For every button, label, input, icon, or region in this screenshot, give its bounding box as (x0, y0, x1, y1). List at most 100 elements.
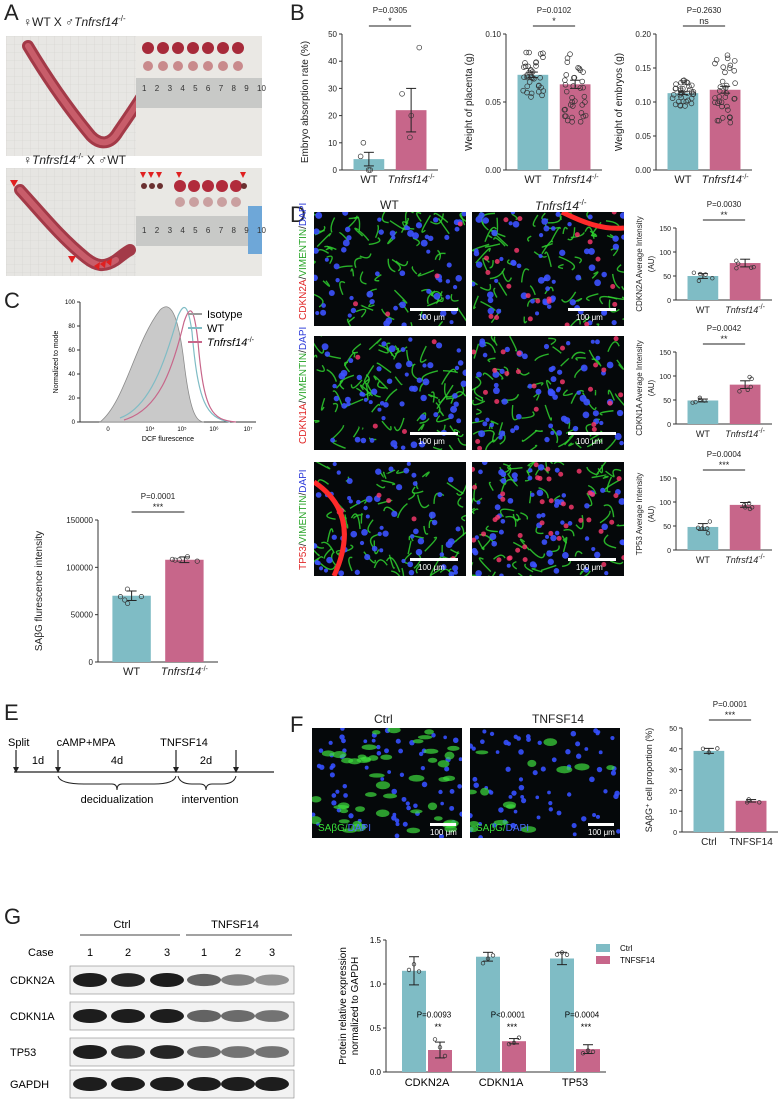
vimentin-fiber (493, 287, 498, 298)
vimentin-fiber (583, 570, 591, 576)
vimentin-fiber (484, 341, 496, 354)
vimentin-fiber (597, 464, 604, 474)
sabg-signal (427, 802, 438, 811)
f-stain-label-2: SAβG/DAPI (476, 823, 529, 834)
vimentin-fiber (473, 295, 479, 310)
vimentin-fiber (433, 212, 449, 224)
nucleus (377, 407, 382, 412)
data-point (697, 397, 703, 402)
nucleus (499, 573, 504, 576)
data-point (399, 91, 405, 97)
bar (693, 750, 725, 832)
x-tick-label: 10⁵ (177, 426, 187, 433)
vimentin-fiber (316, 364, 325, 373)
nucleus (457, 360, 464, 366)
scale-bar (568, 432, 616, 435)
marker-signal (621, 555, 624, 561)
vimentin-fiber (472, 376, 482, 391)
nucleus (495, 750, 500, 754)
nucleus (584, 503, 590, 509)
vimentin-fiber (603, 504, 615, 518)
interv-brace (177, 775, 237, 791)
nucleus (619, 440, 624, 446)
sabg-signal (424, 729, 434, 735)
y-tick-label: 50 (663, 274, 671, 281)
marker-signal (431, 339, 437, 345)
d-image-ko (472, 336, 624, 450)
vimentin-fiber (442, 369, 459, 374)
f-scale-bar-2 (588, 823, 614, 826)
vimentin-fiber (472, 562, 474, 566)
vimentin-fiber (316, 232, 332, 248)
nucleus (580, 364, 588, 372)
nucleus (449, 805, 455, 811)
nucleus (421, 781, 428, 788)
data-point (540, 50, 546, 57)
nucleus (338, 570, 345, 576)
cross2-male: X ♂WT (83, 153, 126, 167)
nucleus (315, 212, 323, 219)
nucleus (399, 401, 405, 407)
data-point (678, 90, 685, 96)
nucleus (616, 409, 624, 417)
nucleus (520, 292, 528, 300)
nucleus (548, 807, 553, 812)
vimentin-fiber (404, 212, 414, 229)
vimentin-fiber (324, 245, 337, 251)
vimentin-fiber (417, 269, 435, 277)
sabg-signal (470, 820, 479, 827)
ruler-tick: 5 (193, 84, 198, 93)
vimentin-fiber (616, 264, 624, 273)
nucleus (472, 776, 478, 782)
blot-band (255, 974, 289, 986)
epithelium (314, 479, 347, 576)
vimentin-fiber (381, 479, 396, 486)
nucleus (389, 230, 396, 237)
nucleus (427, 235, 434, 242)
y-tick-label: 100000 (66, 563, 93, 572)
nucleus (347, 496, 352, 501)
stain-label-part: / (298, 543, 309, 547)
data-point (176, 557, 182, 563)
nucleus (360, 437, 367, 444)
y-tick-label: 100 (659, 250, 671, 257)
panel-label-b: B (290, 0, 305, 25)
marker-signal (472, 466, 476, 472)
vimentin-fiber (450, 390, 466, 404)
nucleus (400, 347, 406, 353)
nucleus (478, 835, 483, 838)
y-axis-label: Weight of placenta (g) (464, 53, 475, 151)
split-label: Split (8, 737, 29, 749)
bar (687, 400, 719, 424)
panel-a-cross1: ♀WT X ♂Tnfrsf14-/- (23, 14, 126, 29)
nucleus (462, 369, 466, 376)
nucleus (453, 401, 459, 407)
nucleus (527, 475, 533, 481)
x-tick-label: 10⁴ (145, 426, 155, 433)
nucleus (412, 232, 419, 240)
data-point (684, 90, 690, 96)
nucleus (342, 239, 350, 247)
data-point (677, 87, 684, 94)
y-tick-label: 20 (328, 112, 337, 121)
blot-band (221, 1010, 255, 1022)
y-tick-label: 0.5 (370, 1024, 382, 1033)
vimentin-fiber (376, 362, 392, 374)
nucleus (540, 512, 546, 518)
marker-signal (593, 362, 599, 368)
vimentin-fiber (325, 247, 331, 251)
nucleus (416, 377, 423, 383)
vimentin-fiber (473, 343, 480, 359)
nucleus (399, 270, 406, 277)
vimentin-fiber (524, 563, 534, 573)
y-tick-label: 40 (68, 372, 75, 378)
x-tick-label: 10⁶ (209, 426, 219, 433)
vimentin-fiber (564, 434, 574, 446)
marker-signal (504, 370, 510, 376)
vimentin-fiber (354, 227, 364, 237)
sabg-signal (387, 728, 401, 734)
nucleus (584, 747, 589, 751)
nucleus (456, 348, 461, 353)
panel-label-f: F (290, 712, 304, 737)
nucleus (521, 798, 527, 804)
